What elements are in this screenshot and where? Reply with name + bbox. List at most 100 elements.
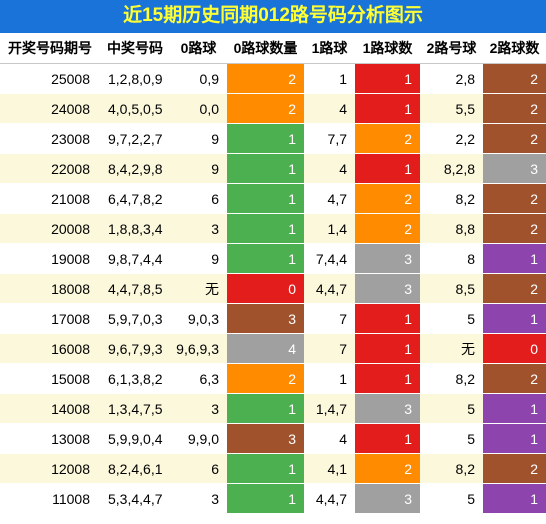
period-cell: 11008 — [0, 483, 100, 514]
table-row: 18008 4,4,7,8,5 无 0 4,4,7 3 8,5 2 — [0, 273, 546, 304]
route1-count-cell: 2 — [355, 183, 420, 214]
route0-count-cell: 2 — [227, 63, 304, 94]
table-row: 13008 5,9,9,0,4 9,9,0 3 4 1 5 1 — [0, 423, 546, 454]
route1-cell: 4,1 — [304, 453, 355, 484]
route1-cell: 1,4 — [304, 213, 355, 244]
route0-count-cell: 0 — [227, 273, 304, 304]
route2-cell: 8 — [420, 243, 483, 274]
period-cell: 12008 — [0, 453, 100, 484]
route0-count-cell: 1 — [227, 483, 304, 514]
route1-count-cell: 3 — [355, 483, 420, 514]
route2-count-cell: 2 — [483, 183, 546, 214]
route0-count-cell: 1 — [227, 213, 304, 244]
header-route0: 0路球 — [170, 33, 227, 64]
route0-cell: 9 — [170, 153, 227, 184]
route2-cell: 8,2 — [420, 183, 483, 214]
route0-cell: 9,0,3 — [170, 303, 227, 334]
route2-count-cell: 0 — [483, 333, 546, 364]
route1-cell: 4,4,7 — [304, 483, 355, 514]
numbers-cell: 5,3,4,4,7 — [100, 483, 170, 514]
header-route1-count: 1路球数 — [355, 33, 420, 64]
period-cell: 16008 — [0, 333, 100, 364]
route0-cell: 6 — [170, 183, 227, 214]
numbers-cell: 1,2,8,0,9 — [100, 63, 170, 94]
numbers-cell: 9,7,2,2,7 — [100, 123, 170, 154]
route1-cell: 1 — [304, 63, 355, 94]
route2-cell: 8,8 — [420, 213, 483, 244]
period-cell: 20008 — [0, 213, 100, 244]
route1-cell: 1 — [304, 363, 355, 394]
header-period: 开奖号码期号 — [0, 33, 100, 64]
route2-cell: 8,2 — [420, 453, 483, 484]
route1-cell: 7 — [304, 303, 355, 334]
route1-count-cell: 3 — [355, 393, 420, 424]
analysis-table: 开奖号码期号 中奖号码 0路球 0路球数量 1路球 1路球数 2路号球 2路球数… — [0, 33, 546, 514]
route2-cell: 5,5 — [420, 93, 483, 124]
route2-count-cell: 1 — [483, 423, 546, 454]
route2-count-cell: 1 — [483, 393, 546, 424]
table-row: 20008 1,8,8,3,4 3 1 1,4 2 8,8 2 — [0, 213, 546, 244]
route1-count-cell: 1 — [355, 153, 420, 184]
header-row: 开奖号码期号 中奖号码 0路球 0路球数量 1路球 1路球数 2路号球 2路球数 — [0, 33, 546, 64]
route1-cell: 1,4,7 — [304, 393, 355, 424]
route2-cell: 5 — [420, 393, 483, 424]
period-cell: 21008 — [0, 183, 100, 214]
route1-count-cell: 1 — [355, 363, 420, 394]
route1-cell: 4 — [304, 153, 355, 184]
route1-count-cell: 3 — [355, 243, 420, 274]
header-route0-count: 0路球数量 — [227, 33, 304, 64]
table-row: 21008 6,4,7,8,2 6 1 4,7 2 8,2 2 — [0, 183, 546, 214]
route0-cell: 6 — [170, 453, 227, 484]
table-row: 22008 8,4,2,9,8 9 1 4 1 8,2,8 3 — [0, 153, 546, 184]
route0-count-cell: 1 — [227, 453, 304, 484]
route2-cell: 5 — [420, 423, 483, 454]
numbers-cell: 9,6,7,9,3 — [100, 333, 170, 364]
period-cell: 25008 — [0, 63, 100, 94]
period-cell: 15008 — [0, 363, 100, 394]
route0-cell: 9,9,0 — [170, 423, 227, 454]
route1-count-cell: 3 — [355, 273, 420, 304]
numbers-cell: 1,3,4,7,5 — [100, 393, 170, 424]
route0-cell: 6,3 — [170, 363, 227, 394]
period-cell: 22008 — [0, 153, 100, 184]
route0-count-cell: 1 — [227, 153, 304, 184]
period-cell: 24008 — [0, 93, 100, 124]
route0-count-cell: 4 — [227, 333, 304, 364]
table-row: 15008 6,1,3,8,2 6,3 2 1 1 8,2 2 — [0, 363, 546, 394]
route2-count-cell: 2 — [483, 453, 546, 484]
route0-cell: 3 — [170, 213, 227, 244]
route1-count-cell: 1 — [355, 333, 420, 364]
header-numbers: 中奖号码 — [100, 33, 170, 64]
route2-count-cell: 2 — [483, 93, 546, 124]
numbers-cell: 5,9,7,0,3 — [100, 303, 170, 334]
numbers-cell: 8,4,2,9,8 — [100, 153, 170, 184]
route2-count-cell: 2 — [483, 213, 546, 244]
route1-cell: 7,7 — [304, 123, 355, 154]
route2-cell: 5 — [420, 483, 483, 514]
table-body: 25008 1,2,8,0,9 0,9 2 1 1 2,8 2 24008 4,0,5,0,5 0,… — [0, 63, 546, 514]
route1-cell: 7,4,4 — [304, 243, 355, 274]
route2-cell: 无 — [420, 333, 483, 364]
route0-count-cell: 1 — [227, 183, 304, 214]
period-cell: 17008 — [0, 303, 100, 334]
route1-count-cell: 1 — [355, 93, 420, 124]
period-cell: 14008 — [0, 393, 100, 424]
numbers-cell: 9,8,7,4,4 — [100, 243, 170, 274]
table-row: 17008 5,9,7,0,3 9,0,3 3 7 1 5 1 — [0, 303, 546, 334]
route0-count-cell: 3 — [227, 423, 304, 454]
table-row: 23008 9,7,2,2,7 9 1 7,7 2 2,2 2 — [0, 123, 546, 154]
route2-count-cell: 3 — [483, 153, 546, 184]
route2-cell: 8,2,8 — [420, 153, 483, 184]
route0-cell: 9 — [170, 123, 227, 154]
route1-count-cell: 2 — [355, 213, 420, 244]
route1-count-cell: 2 — [355, 123, 420, 154]
route2-count-cell: 2 — [483, 63, 546, 94]
route0-cell: 3 — [170, 483, 227, 514]
route2-count-cell: 1 — [483, 483, 546, 514]
route0-count-cell: 1 — [227, 243, 304, 274]
route2-cell: 2,8 — [420, 63, 483, 94]
route1-count-cell: 2 — [355, 453, 420, 484]
route2-count-cell: 1 — [483, 303, 546, 334]
period-cell: 18008 — [0, 273, 100, 304]
route1-cell: 4 — [304, 93, 355, 124]
